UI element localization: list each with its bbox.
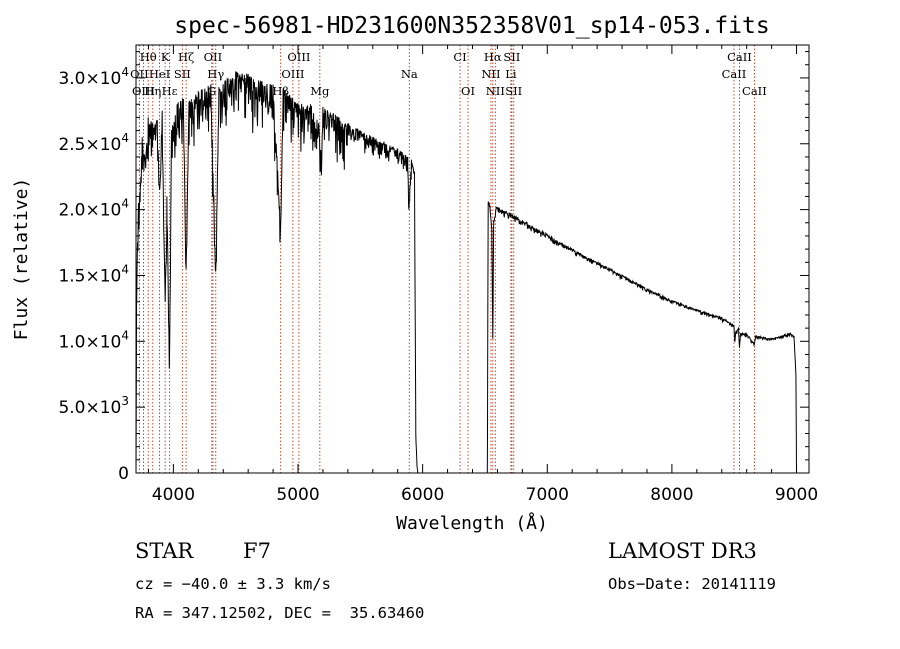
x-axis-title: Wavelength (Å) — [396, 512, 548, 534]
y-tick-label: 1.0×104 — [58, 328, 129, 352]
axis-ticks: 4000 5000 6000 7000 8000 9000 0 5.0×103 1.0×104 1… — [58, 45, 818, 505]
line-label: Li — [505, 67, 517, 81]
object-subclass: F7 — [243, 539, 271, 563]
line-label: CaII — [727, 50, 752, 64]
line-label: OII — [204, 50, 223, 64]
x-tick-label: 8000 — [650, 485, 693, 505]
line-label: K — [161, 50, 170, 64]
spectral-line-markers — [138, 45, 755, 473]
line-label: Hα — [484, 50, 502, 64]
survey-name: LAMOST DR3 — [608, 539, 757, 563]
line-label: CI — [453, 50, 466, 64]
line-label: CaII — [742, 84, 767, 98]
plot-frame — [135, 44, 810, 474]
observation-date: Obs−Date: 20141119 — [608, 575, 776, 593]
line-label: Mg — [310, 84, 330, 98]
line-label: SII — [505, 84, 522, 98]
object-class: STAR — [135, 539, 194, 563]
coordinates-readout: RA = 347.12502, DEC = 35.63460 — [135, 604, 425, 622]
chart-title: spec-56981-HD231600N352358V01_sp14-053.f… — [174, 13, 769, 39]
line-label: OII — [130, 67, 149, 81]
line-label: Hη — [144, 84, 161, 98]
x-tick-label: 5000 — [276, 485, 319, 505]
line-label: Hγ — [207, 67, 224, 81]
line-label: OIII — [132, 84, 155, 98]
line-label: OI — [461, 84, 475, 98]
line-label: NII — [486, 84, 505, 98]
line-label: Na — [401, 67, 418, 81]
line-label: OIII — [281, 67, 304, 81]
line-label: Hζ — [178, 50, 194, 64]
x-tick-label: 7000 — [526, 485, 569, 505]
line-label: HeI — [149, 67, 170, 81]
y-tick-label: 2.0×104 — [58, 197, 129, 221]
line-label: SII — [503, 50, 520, 64]
line-label: G — [207, 84, 216, 98]
spectrum-line — [135, 71, 797, 474]
y-tick-label: 0 — [118, 464, 129, 484]
line-label: OIII — [287, 50, 310, 64]
y-tick-label: 5.0×103 — [58, 394, 129, 418]
x-tick-label: 4000 — [152, 485, 195, 505]
x-tick-label: 6000 — [401, 485, 444, 505]
y-tick-label: 2.5×104 — [58, 131, 129, 155]
line-label: SII — [174, 67, 191, 81]
y-tick-label: 1.5×104 — [58, 262, 129, 286]
x-tick-label: 9000 — [775, 485, 818, 505]
line-label: Hε — [162, 84, 178, 98]
line-label: Hθ — [140, 50, 157, 64]
redshift-readout: cz = −40.0 ± 3.3 km/s — [135, 575, 331, 593]
line-label: NII — [481, 67, 500, 81]
y-tick-label: 3.0×104 — [58, 65, 129, 89]
y-axis-title: Flux (relative) — [11, 178, 32, 341]
line-label: CaII — [722, 67, 747, 81]
